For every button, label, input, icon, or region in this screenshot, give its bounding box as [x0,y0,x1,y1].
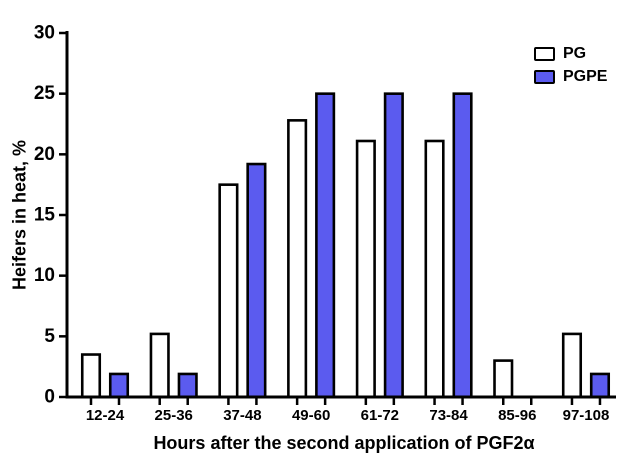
legend-swatch-pgpe [534,69,555,84]
y-axis-title: Heifers in heat, % [9,139,30,291]
y-tick-label-25: 25 [34,83,56,104]
y-tick-label-20: 20 [34,144,55,165]
bar-pgpe-12-24 [108,372,130,399]
legend-swatch-pg [534,46,555,61]
bar-pgpe-37-48 [246,162,267,399]
legend-item-pg: PG [534,45,607,62]
bar-pg-25-36 [149,332,170,399]
x-tick-label-37-48: 37-48 [223,407,261,424]
x-tick-label-97-108: 97-108 [563,407,610,424]
bar-pgpe-25-36 [177,372,198,399]
bar-pg-61-72 [355,139,376,399]
bar-pgpe-61-72 [383,92,404,399]
bar-pg-73-84 [424,139,445,399]
bar-pgpe-49-60 [315,92,336,399]
bar-pg-97-108 [561,332,583,399]
bar-pg-85-96 [493,359,514,399]
x-tick-label-73-84: 73-84 [429,407,468,424]
y-tick-label-15: 15 [34,205,56,226]
x-tick-label-61-72: 61-72 [361,407,399,424]
bar-pgpe-97-108 [589,372,611,399]
legend: PG PGPE [534,46,607,92]
x-tick-label-85-96: 85-96 [498,407,536,424]
x-tick-label-49-60: 49-60 [292,407,330,424]
y-tick-label-0: 0 [44,387,55,408]
y-tick-label-5: 5 [44,326,55,347]
legend-label-pgpe: PGPE [563,68,608,85]
bar-pg-12-24 [80,353,102,399]
bar-pg-37-48 [218,183,239,399]
legend-item-pgpe: PGPE [534,68,608,85]
bar-pgpe-73-84 [452,92,473,399]
x-axis-title: Hours after the second application of PG… [153,433,535,453]
legend-label-pg: PG [563,45,587,62]
x-tick-label-25-36: 25-36 [155,407,193,424]
bar-pg-49-60 [287,119,308,399]
y-tick-label-10: 10 [34,265,55,286]
x-tick-label-12-24: 12-24 [86,407,125,424]
y-tick-label-30: 30 [34,23,55,44]
